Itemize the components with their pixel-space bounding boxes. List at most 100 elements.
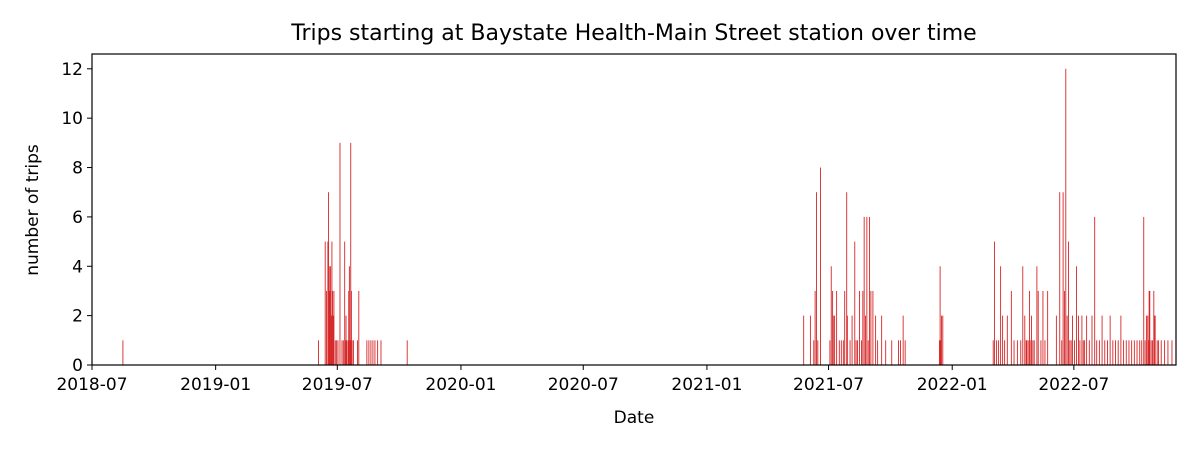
- bar: [1154, 315, 1156, 365]
- bar: [872, 290, 874, 365]
- bar: [842, 340, 844, 365]
- x-tick-label: 2022-07: [1038, 375, 1109, 395]
- bar: [1147, 315, 1149, 365]
- bar: [820, 167, 821, 365]
- bar: [866, 216, 868, 365]
- bar: [1076, 266, 1077, 365]
- bar: [840, 340, 842, 365]
- bar: [1074, 340, 1075, 365]
- bar: [1164, 340, 1166, 365]
- bar: [1036, 266, 1038, 365]
- bar: [350, 142, 352, 365]
- bar: [870, 290, 872, 365]
- bar: [998, 340, 1000, 365]
- bar: [1040, 340, 1042, 365]
- bar: [366, 340, 368, 365]
- x-tick-label: 2019-07: [302, 375, 373, 395]
- bar: [881, 315, 883, 365]
- bar: [342, 340, 344, 365]
- bar: [1033, 340, 1035, 365]
- bar: [1104, 340, 1106, 365]
- bar: [863, 216, 865, 365]
- bar: [1061, 340, 1063, 365]
- bar: [357, 340, 358, 365]
- bar: [832, 315, 834, 365]
- bar: [337, 340, 339, 365]
- bar: [377, 340, 379, 365]
- bar: [1096, 340, 1098, 365]
- bar: [334, 340, 336, 365]
- y-axis-ticks: 0 2 4 6 8 10 12: [61, 60, 92, 376]
- bar: [1029, 290, 1030, 365]
- x-tick-label: 2021-01: [671, 375, 742, 395]
- bar: [331, 241, 333, 365]
- bar: [1013, 340, 1015, 365]
- bar: [813, 340, 815, 365]
- bar: [344, 340, 346, 365]
- bar: [333, 290, 335, 365]
- bar: [1101, 315, 1103, 365]
- bar: [1069, 340, 1071, 365]
- x-tick-label: 2019-01: [180, 375, 251, 395]
- bar: [330, 315, 332, 365]
- bar: [1004, 340, 1006, 365]
- bar: [1047, 290, 1049, 365]
- bar: [1167, 340, 1169, 365]
- bar: [1081, 315, 1083, 365]
- x-tick-label: 2022-01: [917, 375, 988, 395]
- y-tick-label: 6: [72, 208, 83, 228]
- bar: [996, 340, 998, 365]
- bar: [1084, 340, 1086, 365]
- bar: [1148, 290, 1150, 365]
- bar: [898, 340, 899, 365]
- bar: [855, 340, 857, 365]
- bar: [832, 290, 834, 365]
- bar: [904, 340, 906, 365]
- bar: [1044, 340, 1046, 365]
- x-axis-ticks: 2018-07 2019-01 2019-07 2020-01 2020-07 2021-…: [56, 365, 1109, 395]
- bar: [849, 340, 851, 365]
- bar: [940, 340, 942, 365]
- bar: [836, 290, 838, 365]
- bar: [1109, 315, 1111, 365]
- bar: [1066, 315, 1068, 365]
- bar: [1125, 340, 1127, 365]
- bar: [372, 340, 374, 365]
- x-tick-label: 2020-01: [425, 375, 496, 395]
- bar: [1098, 340, 1100, 365]
- bar: [350, 290, 352, 365]
- bar: [348, 266, 350, 365]
- bar: [1139, 340, 1141, 365]
- bar: [1020, 340, 1022, 365]
- bar: [1144, 340, 1146, 365]
- bar: [817, 340, 819, 365]
- bar: [1025, 340, 1027, 365]
- y-tick-label: 8: [72, 159, 83, 179]
- bar: [351, 340, 353, 365]
- bar: [348, 290, 350, 365]
- bar: [854, 241, 856, 365]
- y-axis-label: number of trips: [23, 144, 43, 276]
- bar: [1031, 315, 1032, 365]
- x-tick-label: 2020-07: [548, 375, 619, 395]
- bar: [1154, 315, 1155, 365]
- bar: [1062, 192, 1064, 365]
- y-tick-label: 10: [61, 109, 83, 129]
- bar: [330, 266, 332, 365]
- bar: [1123, 340, 1125, 365]
- bar: [941, 315, 942, 365]
- bar: [328, 192, 330, 365]
- bar: [345, 315, 347, 365]
- bar: [1145, 315, 1147, 365]
- bars-group: [122, 68, 1173, 365]
- bar: [368, 340, 370, 365]
- bar: [1078, 315, 1079, 365]
- bar: [939, 266, 941, 365]
- bar: [1059, 192, 1061, 365]
- bar: [1128, 340, 1130, 365]
- bar: [1055, 315, 1057, 365]
- bar: [992, 340, 994, 365]
- bar: [370, 340, 372, 365]
- bar: [1133, 340, 1135, 365]
